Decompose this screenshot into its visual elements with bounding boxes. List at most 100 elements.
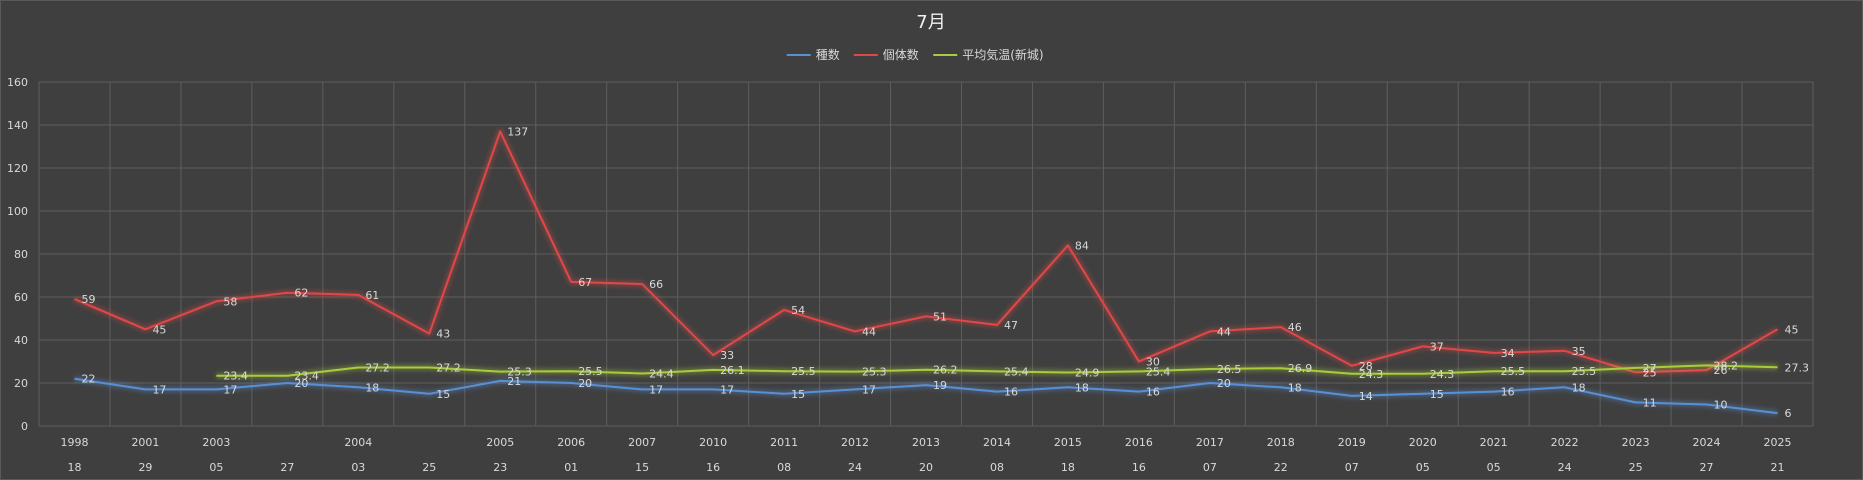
data-label: 54: [791, 304, 805, 317]
series-line-0: [74, 377, 1778, 415]
data-label: 14: [1359, 390, 1373, 403]
data-label: 23.4: [294, 370, 319, 383]
data-label: 27.3: [1785, 361, 1810, 374]
x-tick-year: 2011: [770, 436, 798, 449]
data-label: 23.4: [223, 370, 248, 383]
data-label: 22: [81, 373, 95, 386]
data-label: 25.4: [1004, 365, 1028, 378]
data-label: 62: [294, 287, 308, 300]
data-label: 24.4: [649, 368, 674, 381]
legend-label-1: 個体数: [883, 47, 919, 62]
data-label: 17: [720, 383, 734, 396]
data-label: 34: [1501, 347, 1515, 360]
data-label: 66: [649, 278, 663, 291]
x-tick-day: 23: [493, 461, 507, 474]
y-tick-label: 40: [14, 334, 28, 347]
x-tick-year: 2004: [344, 436, 372, 449]
x-tick-day: 16: [1132, 461, 1146, 474]
data-label: 18: [365, 381, 379, 394]
data-label: 46: [1288, 321, 1302, 334]
x-tick-year: 2017: [1196, 436, 1224, 449]
series-layer: [73, 128, 1779, 417]
series-line-1: [74, 130, 1778, 374]
data-label: 26.1: [720, 364, 745, 377]
data-labels: 22 17 17 20 18 15 21 20 17 17 15 17 19 16 18 16 20 18 14 15…: [81, 125, 1809, 420]
x-tick-day: 29: [138, 461, 152, 474]
data-label: 17: [223, 383, 237, 396]
x-tick-day: 24: [848, 461, 862, 474]
x-tick-year: 2014: [983, 436, 1011, 449]
data-label: 18: [1572, 381, 1586, 394]
data-label: 43: [436, 328, 450, 341]
data-label: 26: [1714, 364, 1728, 377]
data-label: 26.2: [933, 364, 958, 377]
x-tick-day: 16: [706, 461, 720, 474]
data-label: 24.3: [1359, 368, 1384, 381]
y-tick-label: 140: [7, 119, 28, 132]
y-tick-label: 100: [7, 205, 28, 218]
data-label: 18: [1288, 381, 1302, 394]
x-tick-day: 27: [280, 461, 294, 474]
x-tick-year: 2023: [1622, 436, 1650, 449]
x-tick-year: 2006: [557, 436, 585, 449]
data-label: 16: [1501, 386, 1515, 399]
data-label: 15: [436, 388, 450, 401]
y-tick-label: 0: [21, 420, 28, 433]
data-label: 16: [1004, 386, 1018, 399]
x-tick-year: 2007: [628, 436, 656, 449]
series-glow-0: [74, 375, 1778, 417]
x-tick-day: 07: [1203, 461, 1217, 474]
data-label: 26.9: [1288, 362, 1313, 375]
x-tick-year: 2025: [1764, 436, 1792, 449]
y-tick-label: 80: [14, 248, 28, 261]
x-tick-day: 25: [422, 461, 436, 474]
y-tick-label: 20: [14, 377, 28, 390]
x-tick-day: 05: [1487, 461, 1501, 474]
x-tick-day: 08: [990, 461, 1004, 474]
x-tick-year: 2005: [486, 436, 514, 449]
data-label: 44: [862, 325, 876, 338]
x-tick-day: 05: [209, 461, 223, 474]
data-label: 59: [81, 293, 95, 306]
series-line-2: [216, 364, 1778, 377]
data-label: 11: [1643, 396, 1657, 409]
data-label: 25.5: [791, 365, 816, 378]
x-tick-year: 2019: [1338, 436, 1366, 449]
x-tick-day: 25: [1629, 461, 1643, 474]
data-label: 45: [1785, 323, 1799, 336]
data-label: 24.3: [1430, 368, 1455, 381]
data-label: 28: [1359, 360, 1373, 373]
legend-label-0: 種数: [816, 47, 840, 62]
data-label: 19: [933, 379, 947, 392]
data-label: 35: [1572, 345, 1586, 358]
x-tick-year: 2015: [1054, 436, 1082, 449]
data-label: 51: [933, 310, 947, 323]
data-label: 17: [862, 383, 876, 396]
data-label: 30: [1146, 356, 1160, 369]
x-tick-day: 24: [1558, 461, 1572, 474]
data-label: 6: [1785, 407, 1792, 420]
legend-label-2: 平均気温(新城): [962, 47, 1043, 62]
x-tick-year: 2012: [841, 436, 869, 449]
data-label: 20: [578, 377, 592, 390]
x-tick-day: 08: [777, 461, 791, 474]
x-tick-year: 2016: [1125, 436, 1153, 449]
data-label: 84: [1075, 239, 1089, 252]
data-label: 27: [1643, 362, 1657, 375]
data-label: 25.5: [1501, 365, 1526, 378]
y-tick-label: 160: [7, 76, 28, 89]
x-tick-day: 03: [351, 461, 365, 474]
data-label: 20: [1217, 377, 1231, 390]
x-tick-day: 21: [1771, 461, 1785, 474]
x-tick-year: 2010: [699, 436, 727, 449]
y-axis: 0 20 40 60 80 100 120 140 160: [7, 76, 28, 433]
x-tick-year: 2001: [131, 436, 159, 449]
data-label: 25.5: [1572, 365, 1597, 378]
data-label: 27.2: [365, 362, 390, 375]
data-label: 25.4: [1146, 365, 1171, 378]
data-label: 33: [720, 349, 734, 362]
x-tick-year: 2013: [912, 436, 940, 449]
data-label: 24.9: [1075, 366, 1100, 379]
